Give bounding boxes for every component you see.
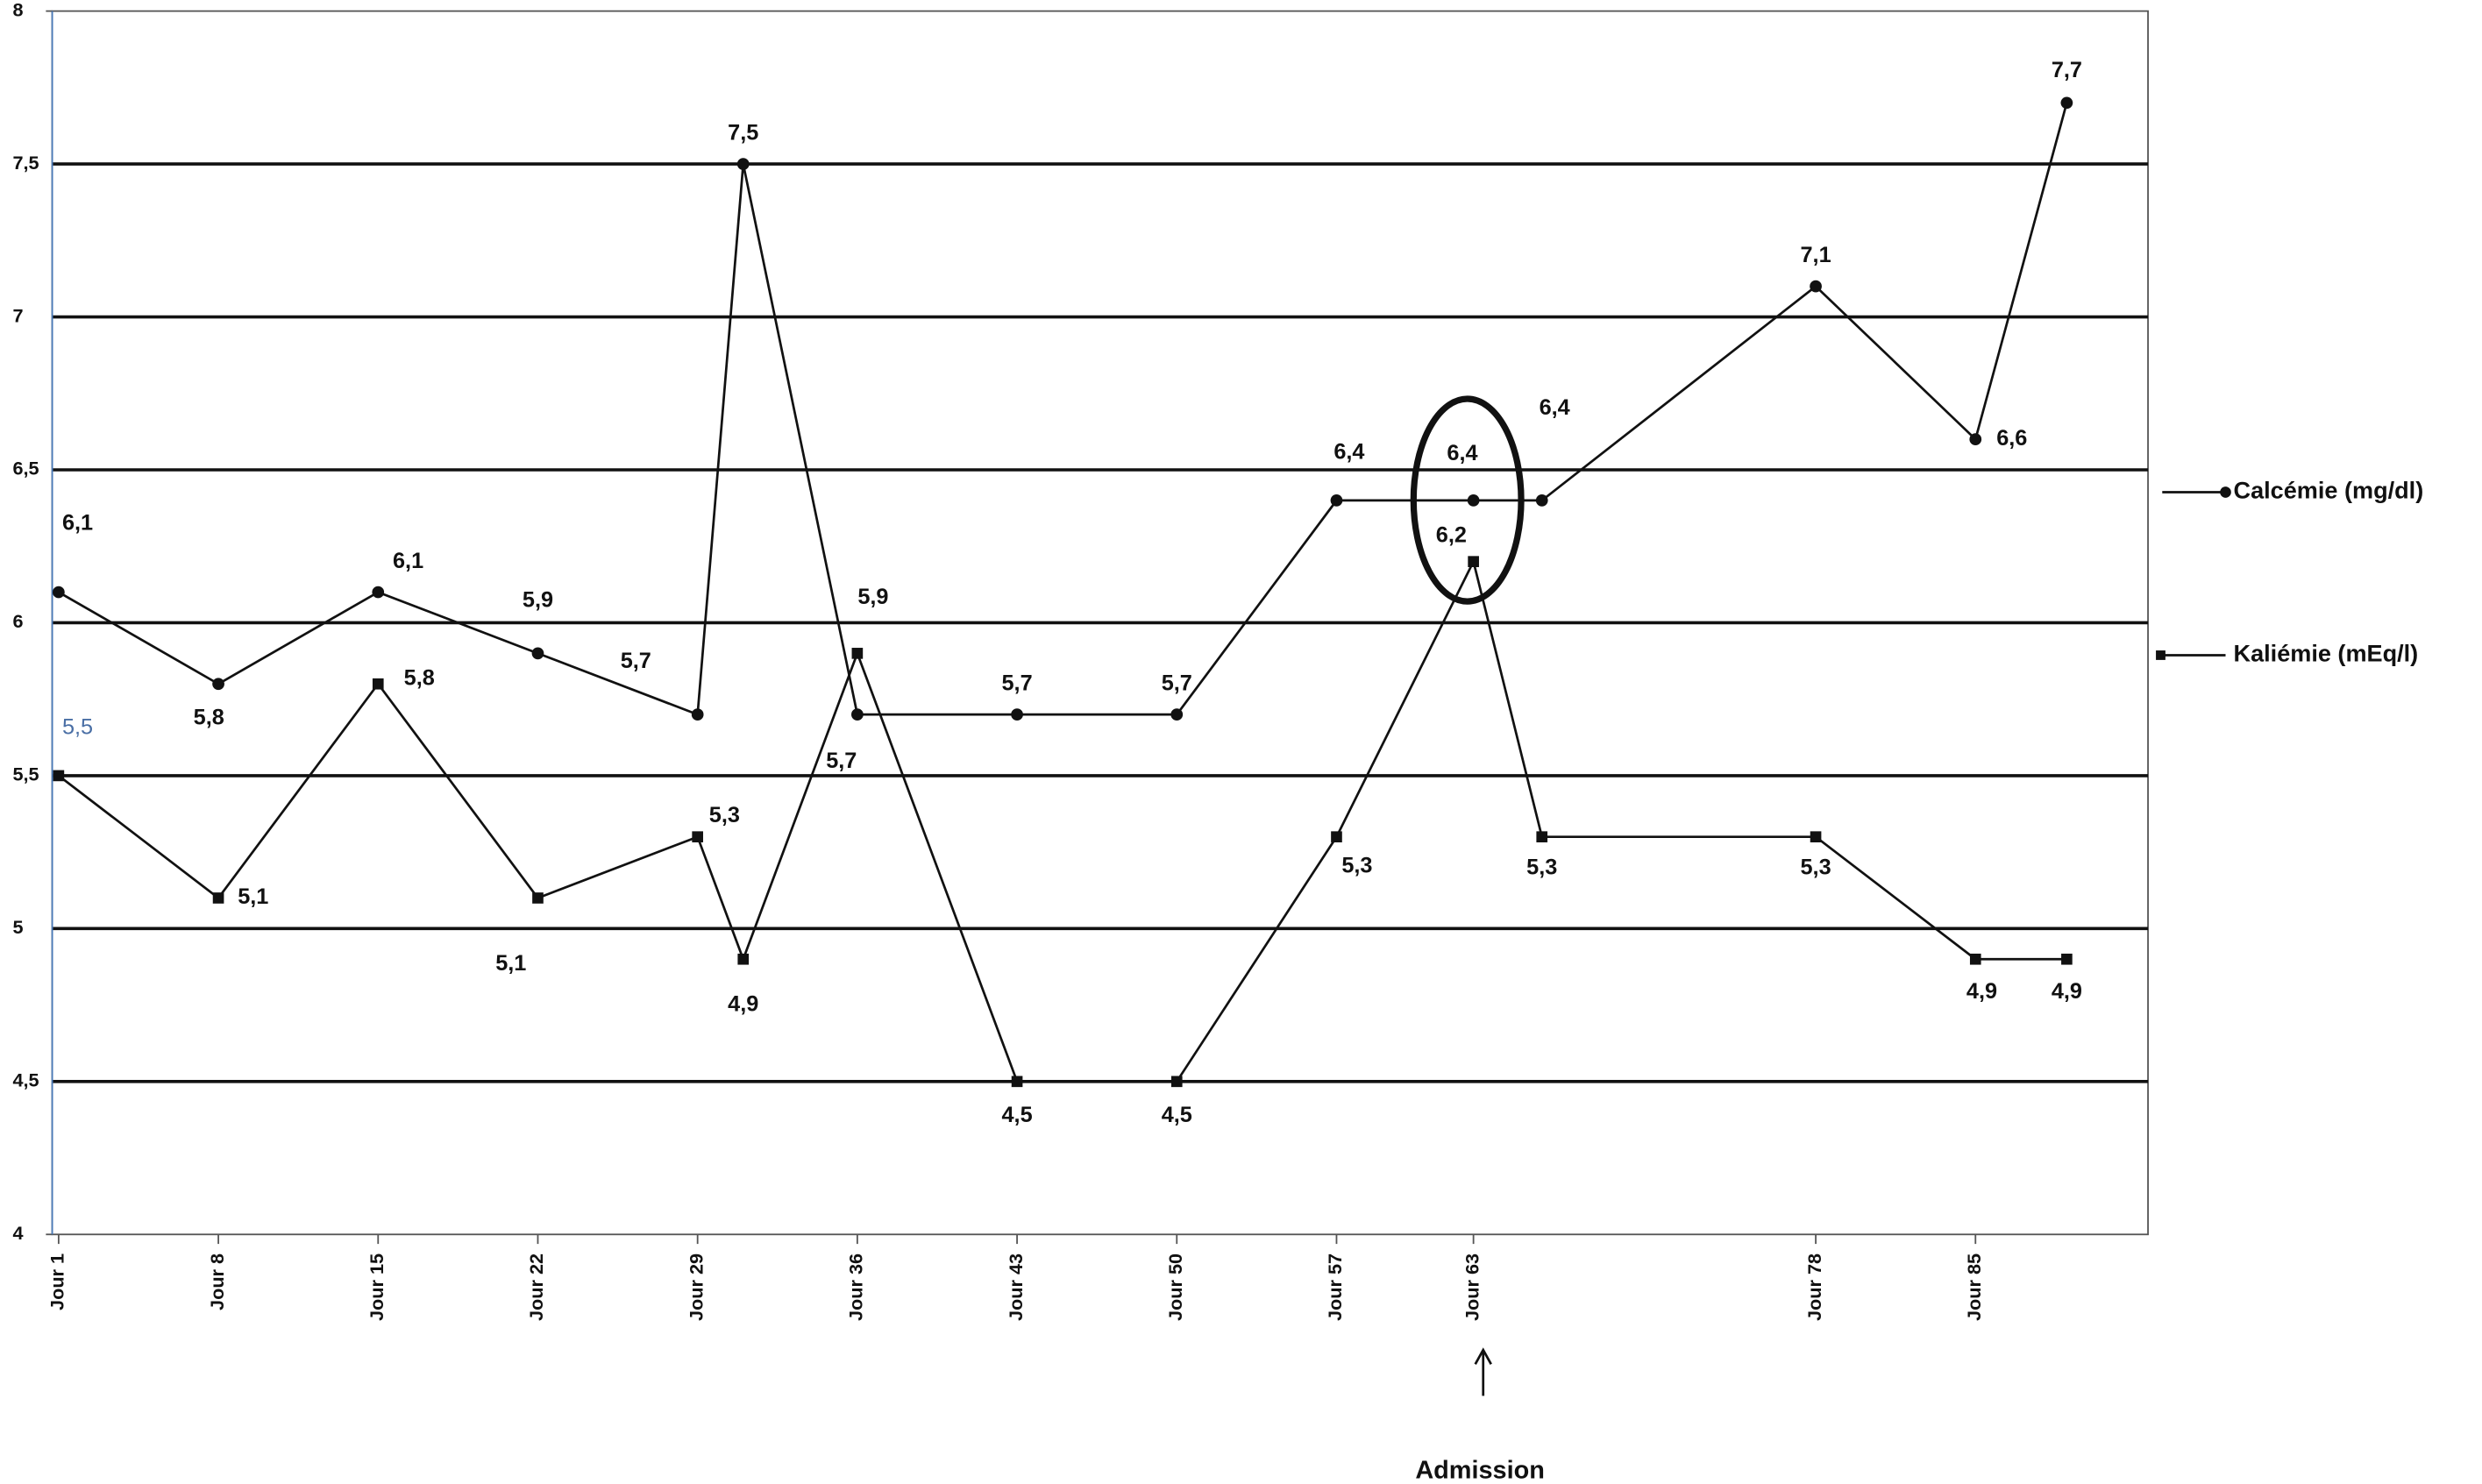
x-tick-label: Jour 1 bbox=[46, 1253, 68, 1310]
data-label: 5,8 bbox=[404, 665, 435, 690]
data-point bbox=[1536, 831, 1548, 843]
data-point bbox=[53, 586, 65, 599]
data-point bbox=[737, 953, 750, 965]
data-point bbox=[1810, 831, 1822, 843]
y-tick-label: 5,5 bbox=[12, 763, 39, 785]
data-point bbox=[1011, 1076, 1023, 1088]
data-label: 5,3 bbox=[1341, 854, 1372, 878]
data-label: 5,7 bbox=[826, 749, 857, 773]
data-label: 5,9 bbox=[523, 587, 553, 612]
data-label: 7,7 bbox=[2052, 58, 2082, 82]
data-label: 5,8 bbox=[194, 706, 224, 730]
series-line bbox=[58, 557, 2067, 1083]
data-label: 4,9 bbox=[1966, 979, 1997, 1004]
legend-label: Calcémie (mg/dl) bbox=[2234, 477, 2424, 504]
legend-marker bbox=[2220, 486, 2231, 498]
data-point bbox=[692, 831, 703, 843]
data-point bbox=[2060, 96, 2073, 110]
data-label: 6,2 bbox=[1436, 522, 1467, 547]
data-point bbox=[1011, 708, 1023, 721]
x-tick-label: Jour 29 bbox=[685, 1253, 707, 1321]
data-label: 5,1 bbox=[495, 951, 526, 976]
data-point bbox=[1331, 831, 1342, 843]
data-label: 7,5 bbox=[728, 120, 758, 145]
data-point bbox=[1810, 280, 1822, 293]
data-point bbox=[1467, 494, 1480, 507]
data-point bbox=[372, 678, 384, 690]
data-label: 4,9 bbox=[2052, 979, 2082, 1004]
data-point bbox=[1170, 708, 1184, 721]
data-point bbox=[53, 770, 65, 782]
data-label: 4,9 bbox=[728, 991, 758, 1016]
data-label: 5,7 bbox=[1162, 671, 1192, 695]
data-label: 5,3 bbox=[1801, 855, 1831, 879]
data-point bbox=[1170, 1076, 1183, 1088]
data-label: 5,5 bbox=[62, 714, 93, 739]
data-label: 4,5 bbox=[1002, 1103, 1033, 1127]
x-tick-label: Jour 63 bbox=[1461, 1253, 1483, 1321]
y-tick-label: 8 bbox=[12, 0, 23, 20]
data-point bbox=[1969, 953, 1981, 965]
legend-label: Kaliémie (mEq/l) bbox=[2234, 640, 2419, 667]
data-label: 5,7 bbox=[1002, 671, 1033, 695]
data-point bbox=[691, 708, 704, 721]
data-point bbox=[1969, 433, 1982, 445]
y-tick-label: 4 bbox=[12, 1222, 23, 1244]
data-label: 5,7 bbox=[621, 649, 651, 673]
data-point bbox=[531, 647, 544, 660]
y-tick-label: 6 bbox=[12, 610, 23, 632]
data-point bbox=[212, 678, 224, 691]
data-label: 5,3 bbox=[1526, 855, 1557, 879]
data-point bbox=[851, 648, 864, 659]
data-point bbox=[736, 158, 750, 170]
data-point bbox=[372, 586, 385, 599]
y-tick-label: 7 bbox=[12, 304, 23, 326]
data-point bbox=[532, 892, 544, 904]
data-point bbox=[212, 892, 224, 904]
x-tick-label: Jour 50 bbox=[1164, 1253, 1186, 1321]
x-tick-label: Jour 57 bbox=[1324, 1253, 1346, 1321]
data-point bbox=[851, 708, 864, 721]
data-label: 6,4 bbox=[1447, 441, 1477, 465]
data-point bbox=[1535, 494, 1548, 507]
x-tick-label: Jour 43 bbox=[1005, 1253, 1027, 1321]
data-label: 6,1 bbox=[62, 511, 93, 536]
data-point bbox=[2061, 953, 2073, 965]
data-point bbox=[1330, 494, 1343, 507]
data-label: 7,1 bbox=[1801, 243, 1831, 267]
admission-arrowhead bbox=[1474, 1347, 1492, 1365]
data-label: 6,4 bbox=[1540, 395, 1570, 420]
x-tick-label: Jour 36 bbox=[845, 1253, 867, 1321]
x-tick-label: Jour 8 bbox=[206, 1253, 228, 1310]
data-label: 6,6 bbox=[1996, 426, 2027, 451]
x-tick-label: Jour 85 bbox=[1963, 1253, 1985, 1321]
data-label: 5,9 bbox=[857, 585, 888, 609]
x-tick-label: Jour 15 bbox=[366, 1253, 388, 1321]
y-tick-label: 7,5 bbox=[12, 152, 39, 174]
data-label: 5,3 bbox=[709, 803, 740, 827]
legend-marker bbox=[2156, 650, 2166, 660]
data-label: 6,1 bbox=[393, 549, 423, 573]
x-tick-label: Jour 22 bbox=[525, 1253, 547, 1321]
data-label: 5,1 bbox=[238, 884, 268, 909]
y-tick-label: 5 bbox=[12, 916, 23, 938]
data-point bbox=[1468, 556, 1479, 567]
x-tick-label: Jour 78 bbox=[1803, 1253, 1825, 1321]
y-tick-label: 6,5 bbox=[12, 458, 39, 479]
data-label: 4,5 bbox=[1162, 1103, 1192, 1127]
admission-label: Admission bbox=[1415, 1457, 1545, 1484]
y-tick-label: 4,5 bbox=[12, 1069, 39, 1091]
data-label: 6,4 bbox=[1333, 439, 1364, 464]
